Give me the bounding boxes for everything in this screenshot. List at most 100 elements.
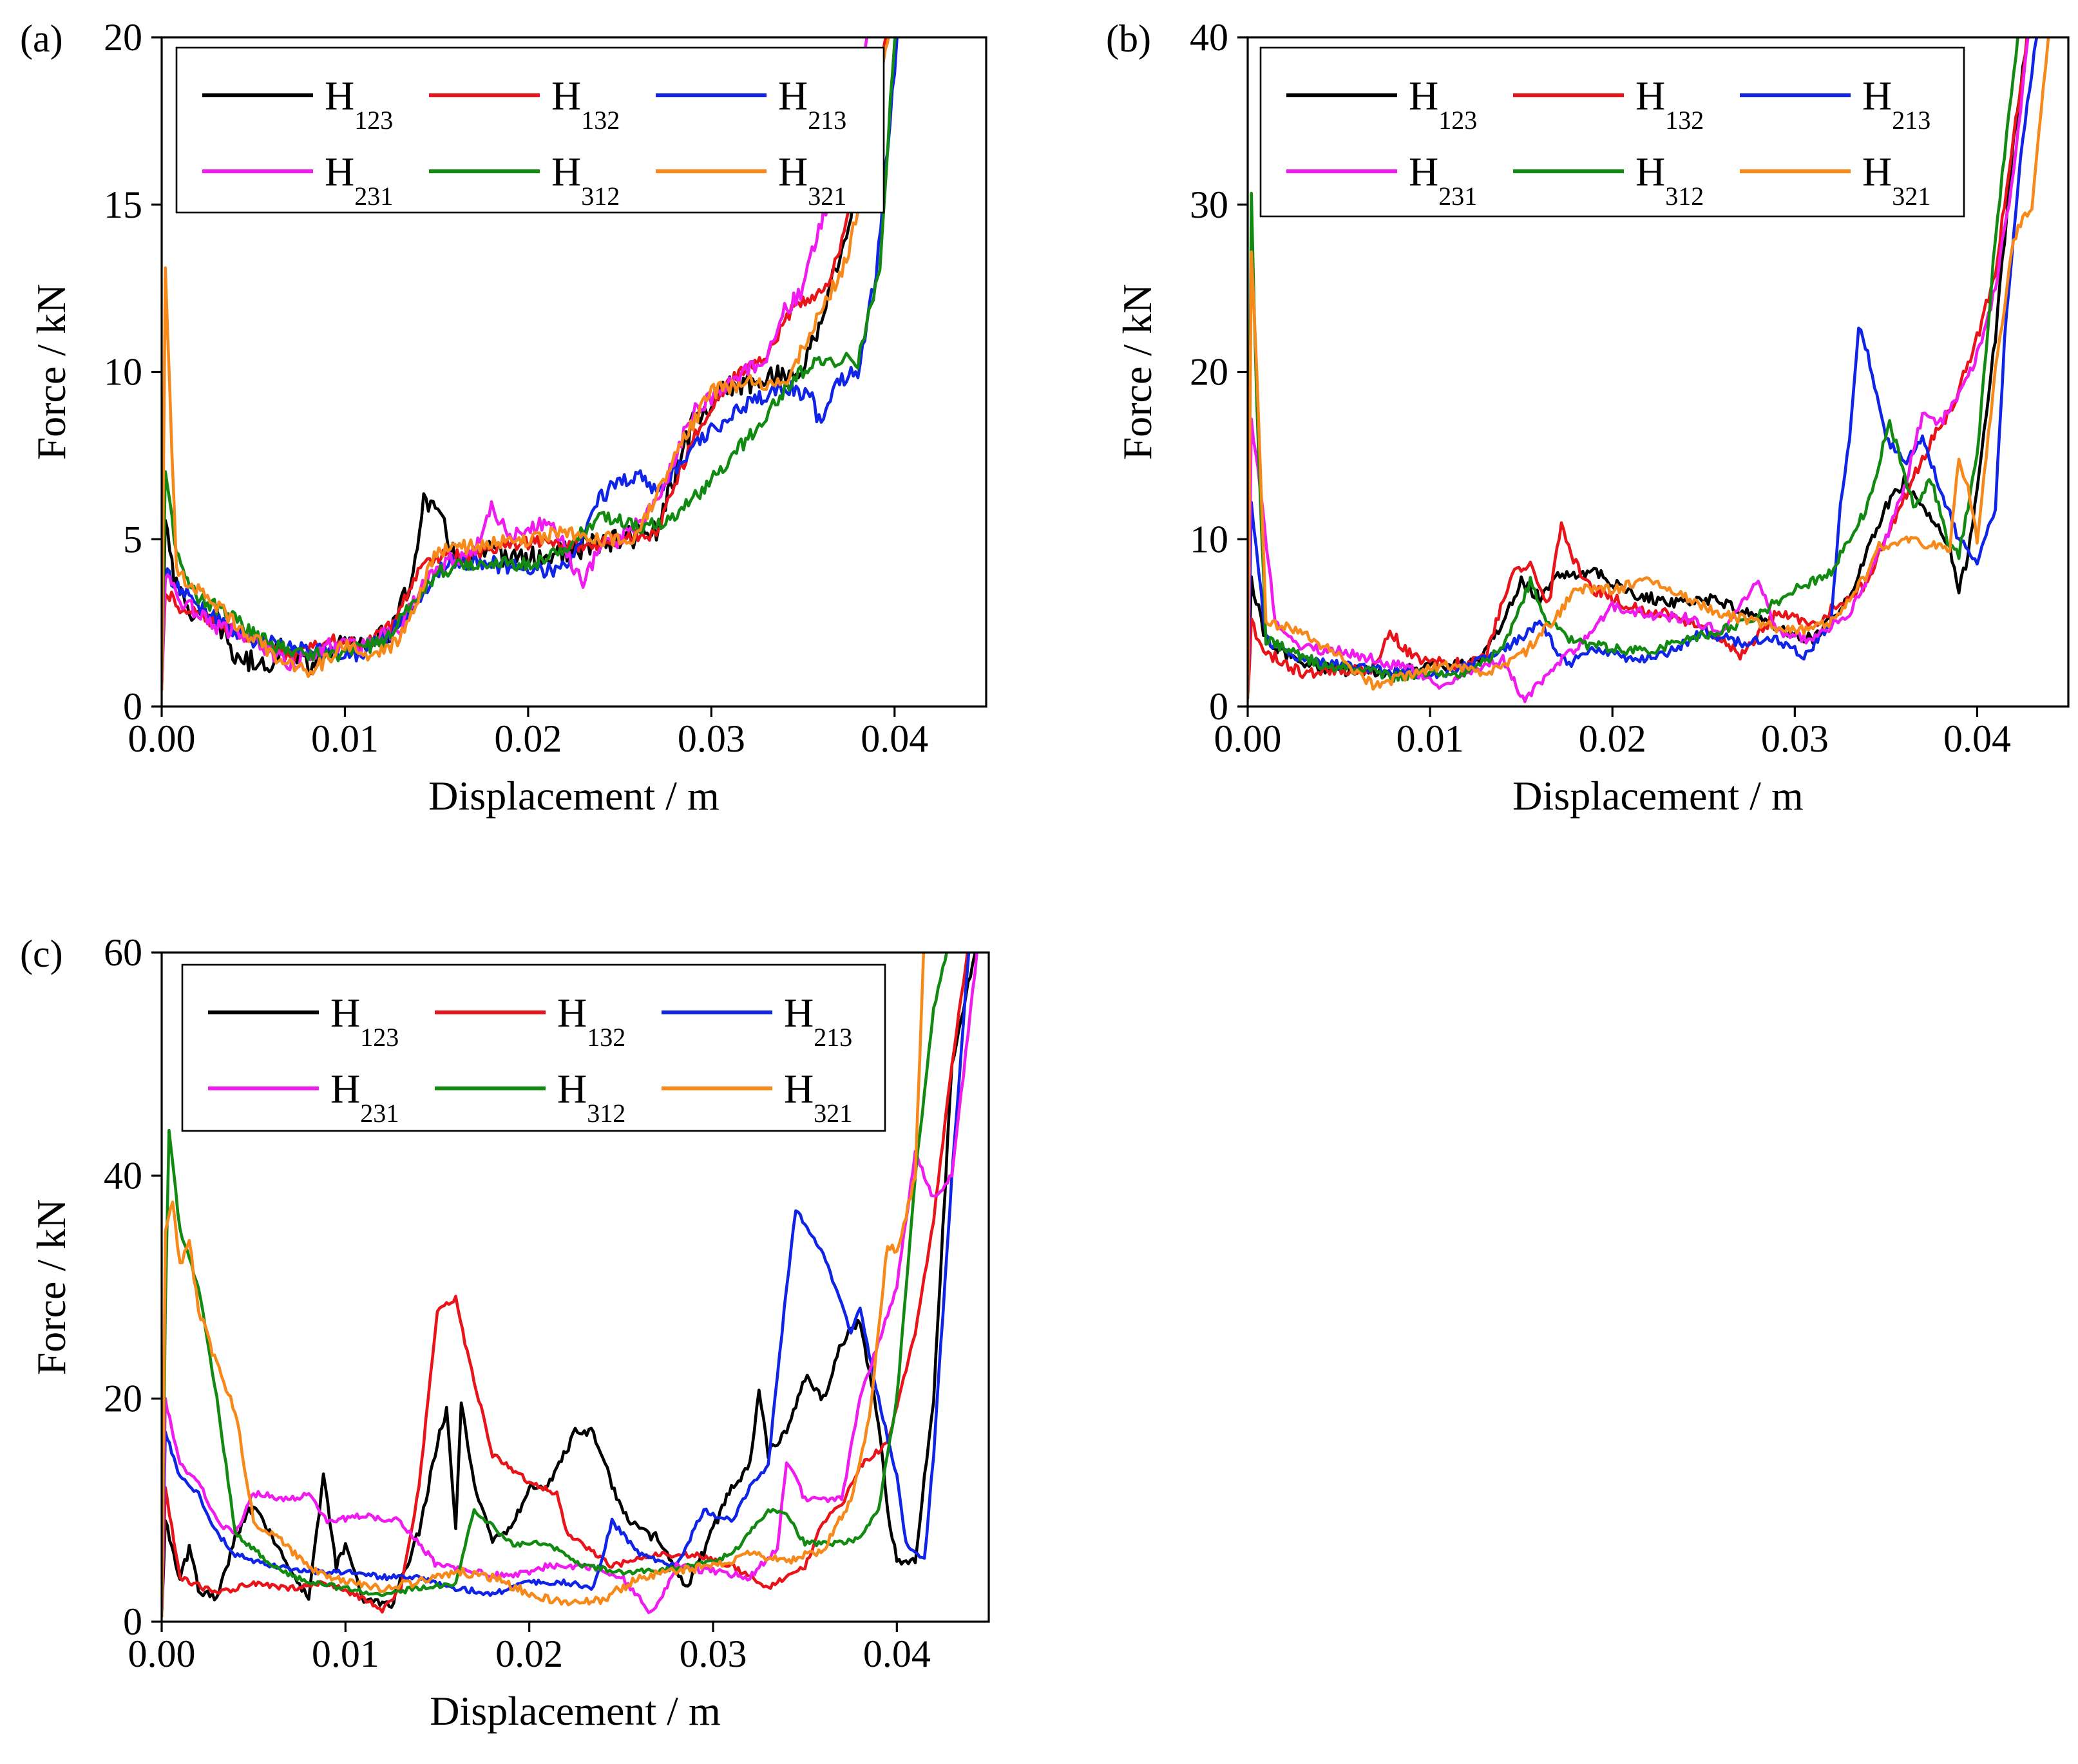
legend-label-subscript: 312 — [1665, 182, 1704, 211]
series-line-H132 — [162, 953, 969, 1618]
legend-label-main: H — [778, 149, 808, 194]
y-tick-label: 0 — [123, 685, 142, 728]
legend-entry-H321: H321 — [662, 1066, 852, 1128]
legend-entry-H231: H231 — [202, 149, 393, 211]
legend-entry-H123: H123 — [1286, 73, 1477, 135]
legend-entry-H132: H132 — [1513, 73, 1704, 135]
legend-label-main: H — [557, 990, 587, 1036]
legend-entry-H213: H213 — [662, 990, 852, 1052]
legend-label-main: H — [325, 73, 354, 119]
y-tick-label: 30 — [1190, 184, 1228, 226]
y-tick-label: 40 — [104, 1154, 142, 1197]
legend-label-main: H — [778, 73, 808, 119]
legend-entry-H321: H321 — [1740, 149, 1930, 211]
legend-label-main: H — [1409, 73, 1438, 119]
legend-label-subscript: 213 — [814, 1023, 852, 1052]
x-tick-label: 0.02 — [1579, 717, 1646, 760]
series-line-H321 — [1248, 37, 2050, 700]
legend-label-main: H — [1635, 149, 1665, 194]
legend-label-subscript: 123 — [1438, 106, 1477, 135]
y-axis-label: Force / kN — [28, 284, 74, 460]
x-tick-label: 0.04 — [863, 1633, 931, 1675]
legend-label-H231: H231 — [330, 1066, 399, 1128]
y-axis-label: Force / kN — [28, 1199, 74, 1376]
x-tick-label: 0.00 — [128, 717, 196, 760]
legend-entry-H312: H312 — [429, 149, 620, 211]
x-axis-label: Displacement / m — [428, 773, 719, 819]
legend-label-H132: H132 — [557, 990, 625, 1052]
x-tick-label: 0.02 — [494, 717, 562, 760]
plot-frame — [160, 951, 990, 1623]
legend-label-subscript: 231 — [360, 1099, 399, 1128]
legend-label-main: H — [330, 990, 360, 1036]
legend-label-main: H — [325, 149, 354, 194]
legend-label-subscript: 132 — [581, 106, 620, 135]
x-tick-label: 0.01 — [311, 717, 379, 760]
y-tick-label: 40 — [1190, 16, 1228, 59]
panel-label: (b) — [1106, 17, 1151, 60]
x-tick-label: 0.03 — [678, 717, 745, 760]
series-line-H312 — [162, 953, 948, 1618]
legend-label-main: H — [784, 1066, 814, 1112]
panel-label: (a) — [20, 17, 63, 60]
legend-label-main: H — [1409, 149, 1438, 194]
x-tick-label: 0.03 — [1761, 717, 1829, 760]
y-tick-label: 20 — [104, 1378, 142, 1420]
legend-label-main: H — [557, 1066, 587, 1112]
legend-label-subscript: 213 — [1892, 106, 1930, 135]
x-tick-label: 0.01 — [312, 1633, 379, 1675]
legend-label-H132: H132 — [1635, 73, 1704, 135]
panel-b: 0.00 0.01 0.02 0.03 0.04 0 10 20 30 40 Displacemen… — [1106, 16, 2070, 819]
legend-entry-H123: H123 — [202, 73, 393, 135]
legend-label-main: H — [1862, 149, 1892, 194]
x-axis-label: Displacement / m — [430, 1688, 720, 1734]
legend-box — [1259, 46, 1965, 218]
legend-entry-H312: H312 — [1513, 149, 1704, 211]
x-tick-label: 0.03 — [680, 1633, 747, 1675]
legend-label-subscript: 123 — [360, 1023, 399, 1052]
legend-label-subscript: 321 — [808, 182, 846, 211]
legend-entry-H213: H213 — [1740, 73, 1930, 135]
legend-label-H213: H213 — [778, 73, 846, 135]
legend-entry-H132: H132 — [435, 990, 625, 1052]
x-tick-label: 0.04 — [1943, 717, 2011, 760]
legend-label-subscript: 231 — [1438, 182, 1477, 211]
series-line-H321 — [162, 953, 926, 1618]
legend-label-subscript: 321 — [814, 1099, 852, 1128]
legend-label-main: H — [551, 73, 581, 119]
x-tick-label: 0.00 — [128, 1633, 196, 1675]
legend-label-H312: H312 — [551, 149, 620, 211]
panel-c: 0.00 0.01 0.02 0.03 0.04 0 20 40 60 Displacement … — [20, 931, 990, 1734]
legend-box — [175, 46, 885, 214]
legend-label-H213: H213 — [1862, 73, 1930, 135]
series-group — [162, 953, 978, 1618]
legend-label-main: H — [784, 990, 814, 1036]
legend-entry-H321: H321 — [656, 149, 846, 211]
series-line-H312 — [1248, 37, 2019, 700]
legend-label-subscript: 312 — [581, 182, 620, 211]
legend-label-subscript: 132 — [1665, 106, 1704, 135]
legend-label-main: H — [1862, 73, 1892, 119]
legend-entry-H231: H231 — [1286, 149, 1477, 211]
x-tick-label: 0.01 — [1396, 717, 1464, 760]
y-tick-label: 10 — [1190, 518, 1228, 560]
series-group — [1248, 37, 2050, 703]
legend-label-subscript: 213 — [808, 106, 846, 135]
legend-label-H213: H213 — [784, 990, 852, 1052]
x-tick-label: 0.04 — [861, 717, 928, 760]
y-tick-label: 20 — [1190, 351, 1228, 394]
legend-label-H231: H231 — [1409, 149, 1477, 211]
legend-label-H123: H123 — [330, 990, 399, 1052]
series-line-H312 — [162, 37, 897, 692]
legend-label-H231: H231 — [325, 149, 393, 211]
legend-label-H321: H321 — [784, 1066, 852, 1128]
series-line-H321 — [162, 37, 890, 692]
series-line-H231 — [162, 37, 869, 692]
series-line-H231 — [1248, 37, 2030, 703]
legend-label-subscript: 312 — [587, 1099, 625, 1128]
legend-label-H123: H123 — [1409, 73, 1477, 135]
legend-label-main: H — [330, 1066, 360, 1112]
legend-entry-H231: H231 — [208, 1066, 399, 1128]
